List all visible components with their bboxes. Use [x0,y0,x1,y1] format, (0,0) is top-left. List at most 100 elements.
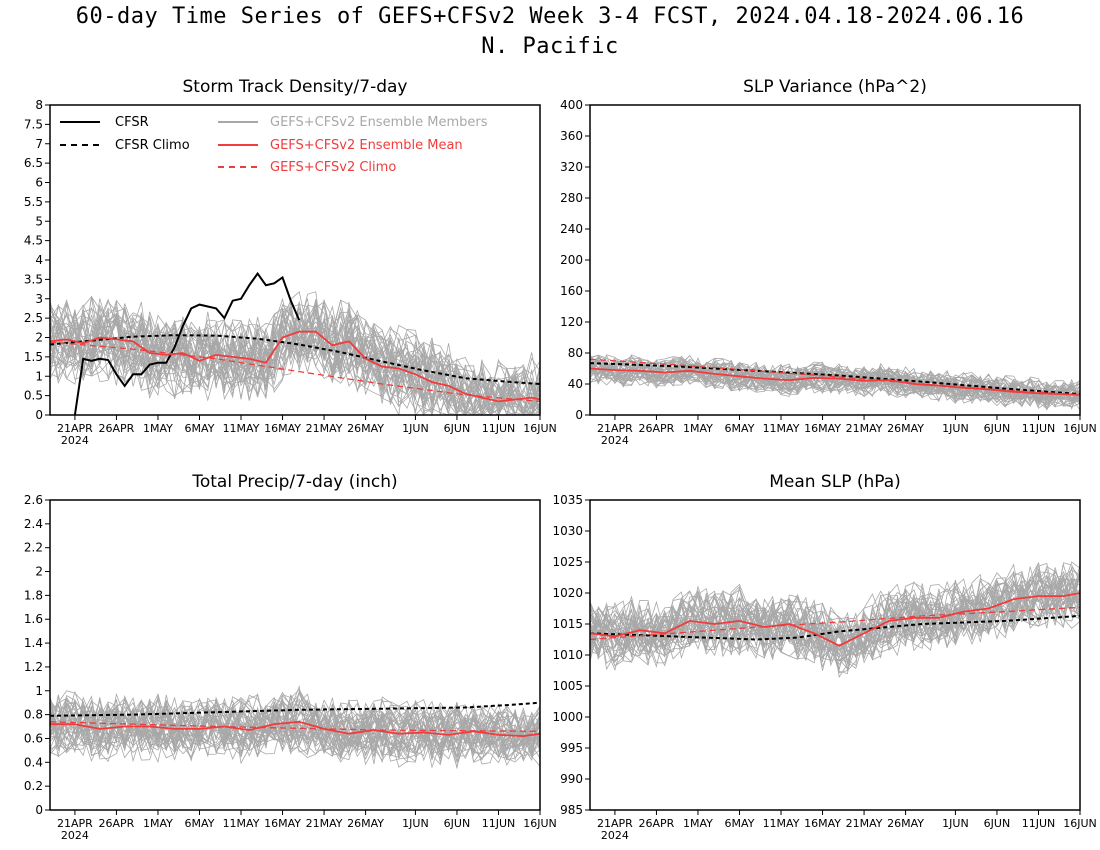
x-tick-label: 1MAY [143,817,173,830]
series-gefs-cfsv2-climo [589,358,1081,396]
y-tick-label: 2 [35,565,43,579]
y-tick-label: 200 [560,253,583,267]
ensemble-member-line [49,301,541,416]
y-tick-label: 2.6 [24,493,43,507]
y-tick-label: 1.2 [24,660,43,674]
ensemble-member-line [49,301,541,416]
x-tick-label: 26APR [99,817,135,830]
y-tick-label: 7.5 [24,117,43,131]
x-tick-label: 16MAY [804,422,841,435]
y-tick-label: 990 [560,772,583,786]
ensemble-member-line [589,576,1081,662]
y-tick-label: 120 [560,315,583,329]
ensemble-member-line [589,360,1081,407]
ensemble-member-line [49,312,541,417]
x-tick-label: 6JUN [984,817,1011,830]
series-cfsr-climo [589,362,1081,396]
y-tick-label: 2.5 [24,311,43,325]
y-tick-label: 1015 [552,617,583,631]
panel-title: Total Precip/7-day (inch) [191,472,397,492]
ensemble-member-line [49,703,541,757]
x-tick-label: 21APR [57,817,93,830]
y-tick-label: 0.6 [24,731,43,745]
y-tick-label: 6 [35,176,43,190]
x-tick-label: 6MAY [725,422,755,435]
plot-frame [49,499,541,811]
x-tick-label: 16JUN [523,422,557,435]
y-tick-label: 1035 [552,493,583,507]
series-gefs-cfsv2-ensemble-mean [589,367,1081,396]
x-tick-label: 6MAY [725,817,755,830]
x-tick-label: 11JUN [482,817,516,830]
y-tick-label: 6.5 [24,156,43,170]
x-tick-label: 11MAY [223,422,260,435]
y-tick-label: 995 [560,741,583,755]
x-tick-label: 11MAY [223,817,260,830]
x-tick-label: 21APR [597,422,633,435]
x-tick-label: 6JUN [444,422,471,435]
y-tick-label: 3.5 [24,272,43,286]
ensemble-member-line [49,701,541,754]
x-tick-label: 26MAY [887,422,924,435]
series-gefs-cfsv2-ensemble-mean [589,592,1081,647]
y-tick-label: 0 [35,803,43,817]
x-tick-label: 21APR [57,422,93,435]
y-tick-label: 1 [35,684,43,698]
series-gefs-cfsv2-climo [49,341,541,403]
x-tick-label: 16JUN [1063,817,1097,830]
ensemble-members [49,684,541,769]
x-tick-label: 11MAY [763,422,800,435]
panel-mean-slp: Mean SLP (hPa) 985 990 995 1000 1005 1010 1015 1… [552,472,1096,842]
series-gefs-cfsv2-climo [589,606,1081,641]
x-tick-label: 1MAY [143,422,173,435]
ensemble-member-line [589,363,1081,408]
ensemble-member-line [49,694,541,753]
y-tick-label: 985 [560,803,583,817]
y-tick-label: 160 [560,284,583,298]
legend-members-label: GEFS+CFSv2 Ensemble Members [270,115,488,130]
ensemble-member-line [589,588,1081,671]
panel-storm-track-density: Storm Track Density/7-day 0 0.5 1 1.5 2 2.5 3 3.… [24,77,557,447]
panel-total-precip: Total Precip/7-day (inch)00.20.40.60.811… [24,472,557,842]
y-tick-label: 0.2 [24,779,43,793]
ensemble-member-line [589,567,1081,651]
series-gefs-cfsv2-ensemble-mean [49,330,541,403]
x-year-label: 2024 [601,434,629,447]
x-tick-label: 11JUN [1022,422,1056,435]
y-tick-label: 0.4 [24,755,43,769]
y-tick-label: 40 [568,377,583,391]
y-tick-label: 1030 [552,524,583,538]
x-tick-label: 1MAY [683,817,713,830]
series-cfsr-climo [49,701,541,717]
y-tick-label: 1020 [552,586,583,600]
legend-cfsr-climo-label: CFSR Climo [115,138,190,153]
x-tick-label: 1JUN [402,817,429,830]
y-tick-label: 0.5 [24,389,43,403]
y-tick-label: 4.5 [24,234,43,248]
figure-region-title: N. Pacific [481,34,619,59]
y-tick-label: 1000 [552,710,583,724]
y-tick-label: 2 [35,331,43,345]
ensemble-members [589,561,1081,678]
x-tick-label: 1JUN [942,422,969,435]
x-tick-label: 1MAY [683,422,713,435]
y-tick-label: 5.5 [24,195,43,209]
x-tick-label: 1JUN [402,422,429,435]
ensemble-member-line [49,702,541,761]
x-tick-label: 1JUN [942,817,969,830]
x-tick-label: 21MAY [306,422,343,435]
y-tick-label: 2.4 [24,517,43,531]
x-tick-label: 6MAY [185,422,215,435]
series-gefs-cfsv2-ensemble-mean [50,720,541,738]
y-tick-label: 1010 [552,648,583,662]
x-tick-label: 11JUN [1022,817,1056,830]
x-tick-label: 6JUN [444,817,471,830]
ensemble-member-line [49,713,541,767]
y-tick-label: 3 [35,292,43,306]
series-cfsr [73,271,301,416]
x-tick-label: 21MAY [306,817,343,830]
y-tick-label: 1.5 [24,350,43,364]
y-tick-label: 7 [35,137,43,151]
y-tick-label: 8 [35,98,43,112]
